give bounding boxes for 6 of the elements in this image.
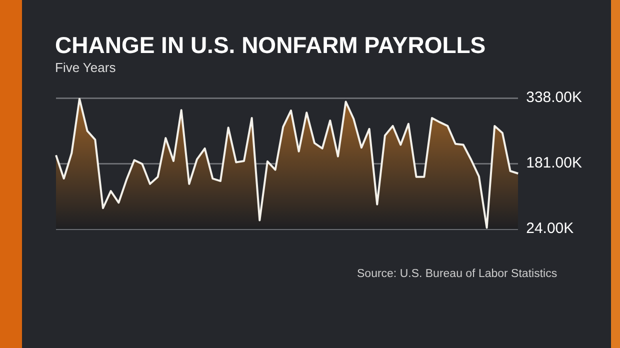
chart-title: CHANGE IN U.S. NONFARM PAYROLLS <box>55 32 486 59</box>
y-tick-label: 338.00K <box>526 89 582 106</box>
source-note: Source: U.S. Bureau of Labor Statistics <box>357 268 558 280</box>
chart-subtitle: Five Years <box>55 60 116 75</box>
y-tick-label: 24.00K <box>526 220 574 238</box>
y-tick-label: 181.00K <box>526 154 582 172</box>
